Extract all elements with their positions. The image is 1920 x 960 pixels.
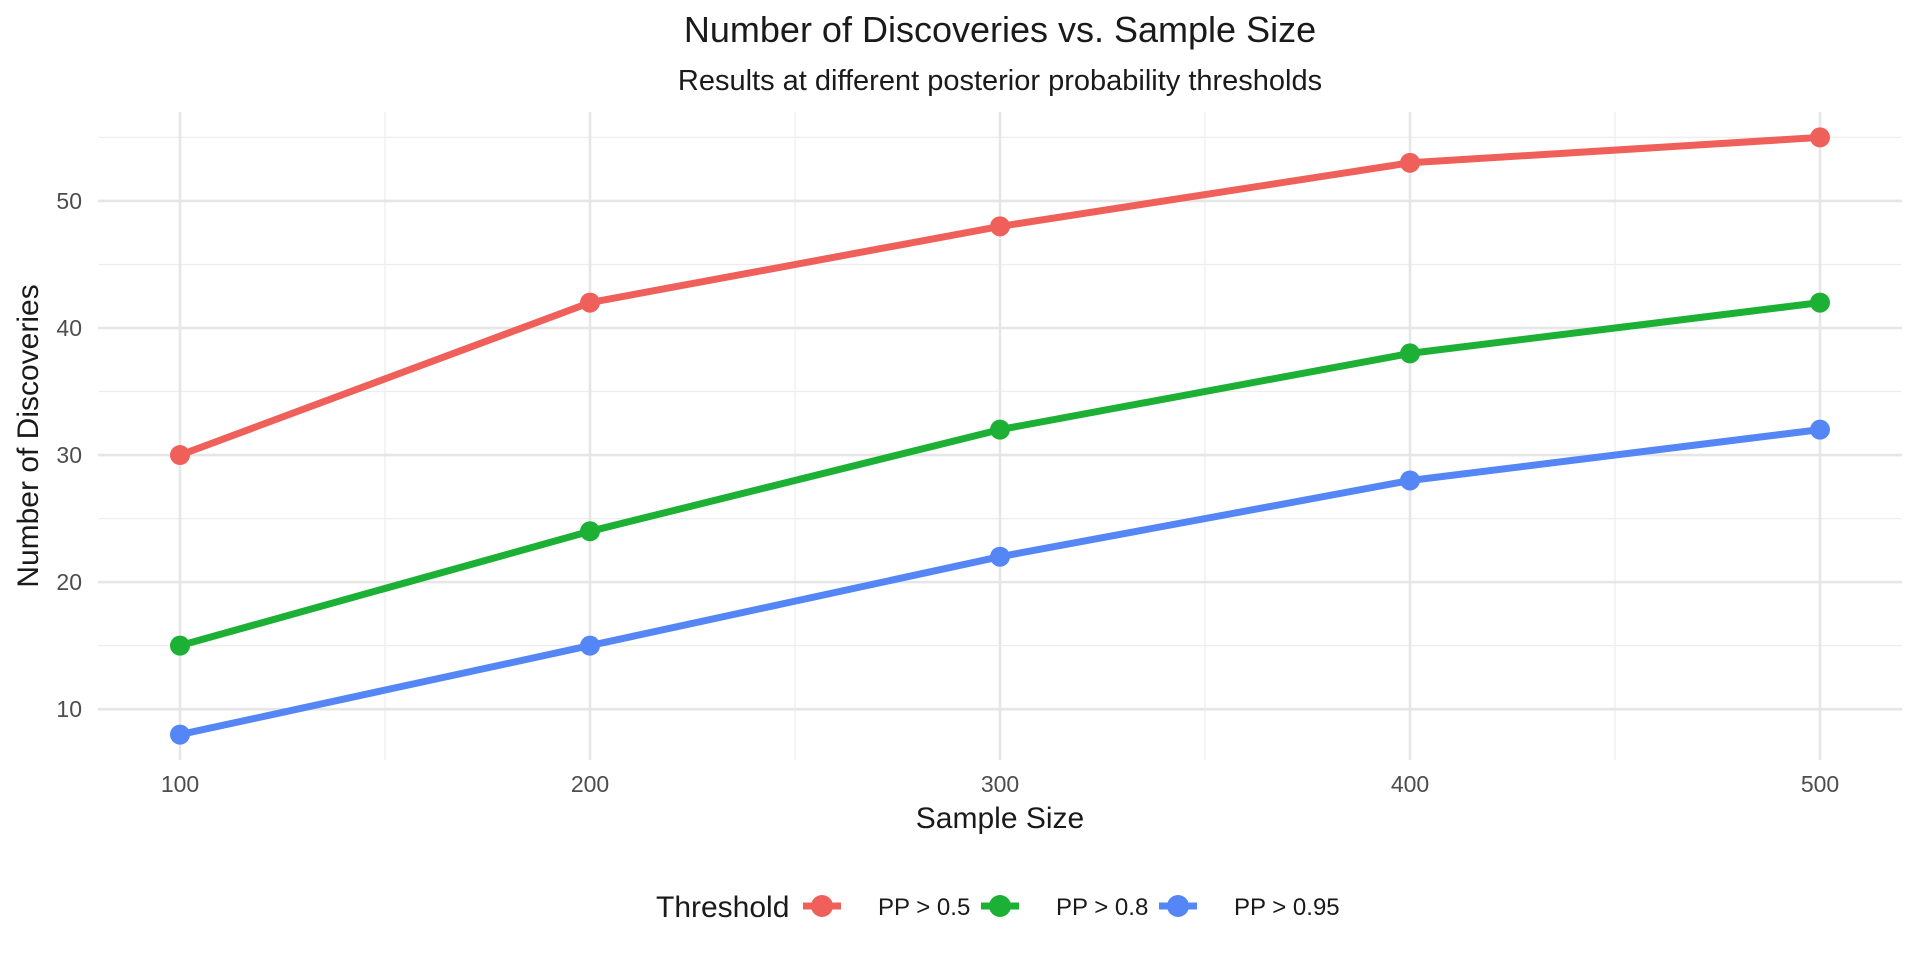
chart-subtitle: Results at different posterior probabili…	[678, 65, 1322, 97]
legend-key-point	[811, 895, 833, 917]
data-point	[580, 292, 600, 313]
x-axis-ticks: 100 200 300 400 500	[161, 771, 1839, 797]
data-point	[1400, 470, 1420, 491]
legend-item: PP > 0.8	[981, 894, 1148, 921]
x-tick-label: 100	[161, 771, 199, 797]
data-point	[170, 445, 190, 466]
x-axis-title: Sample Size	[916, 802, 1084, 835]
series-layer	[170, 127, 1830, 745]
data-point	[1400, 343, 1420, 364]
y-tick-label: 50	[56, 188, 82, 214]
legend-item: PP > 0.95	[1159, 894, 1340, 921]
x-tick-label: 400	[1391, 771, 1429, 797]
y-axis-title: Number of Discoveries	[12, 284, 45, 587]
data-point	[990, 546, 1010, 567]
data-point	[580, 635, 600, 656]
legend-item: PP > 0.5	[803, 894, 970, 921]
y-tick-label: 10	[56, 696, 82, 722]
y-axis-ticks: 10 20 30 40 50	[56, 188, 82, 722]
legend-label: PP > 0.8	[1056, 894, 1148, 921]
legend-key-point	[989, 895, 1011, 917]
y-tick-label: 40	[56, 315, 82, 341]
x-tick-label: 500	[1801, 771, 1839, 797]
data-point	[170, 635, 190, 656]
y-tick-label: 30	[56, 442, 82, 468]
data-point	[170, 724, 190, 745]
data-point	[990, 216, 1010, 237]
y-tick-label: 20	[56, 569, 82, 595]
data-point	[1810, 419, 1830, 440]
legend-label: PP > 0.5	[878, 894, 970, 921]
legend-key-point	[1167, 895, 1189, 917]
legend: Threshold PP > 0.5 PP > 0.8 PP > 0.95	[656, 891, 1340, 924]
data-point	[1400, 152, 1420, 173]
data-point	[580, 521, 600, 542]
data-point	[990, 419, 1010, 440]
series-3	[170, 419, 1830, 745]
series-2	[170, 292, 1830, 656]
legend-label: PP > 0.95	[1234, 894, 1340, 921]
data-point	[1810, 127, 1830, 148]
legend-title: Threshold	[656, 891, 789, 924]
x-tick-label: 200	[571, 771, 609, 797]
series-1	[170, 127, 1830, 466]
x-tick-label: 300	[981, 771, 1019, 797]
chart-title: Number of Discoveries vs. Sample Size	[684, 9, 1316, 50]
data-point	[1810, 292, 1830, 313]
